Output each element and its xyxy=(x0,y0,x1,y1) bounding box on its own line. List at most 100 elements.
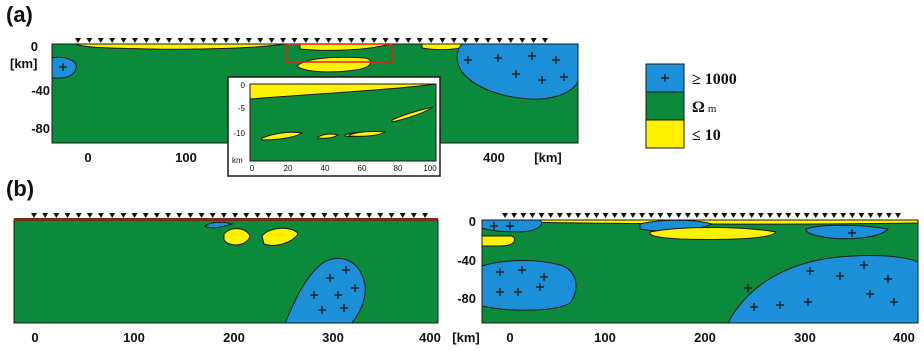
station-marker xyxy=(257,38,264,43)
station-marker xyxy=(794,213,801,218)
station-marker xyxy=(86,213,93,218)
station-marker xyxy=(332,213,339,218)
station-marker xyxy=(831,213,838,218)
station-marker xyxy=(776,213,783,218)
panel-b-label: (b) xyxy=(6,176,34,201)
station-marker xyxy=(131,38,138,43)
station-marker xyxy=(209,213,216,218)
station-marker xyxy=(399,213,406,218)
resistive-body xyxy=(51,56,77,79)
plus-markers xyxy=(59,52,568,84)
station-marker xyxy=(876,213,883,218)
svg-text:20: 20 xyxy=(284,164,293,173)
station-markers xyxy=(502,213,901,218)
station-marker xyxy=(519,38,526,43)
station-marker xyxy=(243,213,250,218)
station-marker xyxy=(325,38,332,43)
station-marker xyxy=(366,213,373,218)
station-marker xyxy=(620,213,627,218)
svg-text:40: 40 xyxy=(321,164,330,173)
station-marker xyxy=(867,213,874,218)
station-marker xyxy=(858,213,865,218)
station-marker xyxy=(496,38,503,43)
station-marker xyxy=(287,213,294,218)
svg-text:100: 100 xyxy=(123,330,145,345)
panel-b-left-xaxis: 0 100 200 300 400 xyxy=(31,330,440,345)
station-marker xyxy=(393,38,400,43)
inset-panel: 0 -5 -10 km 0 20 40 60 80 100 xyxy=(227,76,441,177)
svg-text:300: 300 xyxy=(794,330,816,345)
panel-b-right-section xyxy=(481,219,919,324)
station-marker xyxy=(188,38,195,43)
station-marker xyxy=(142,213,149,218)
station-marker xyxy=(584,213,591,218)
station-marker xyxy=(721,213,728,218)
conductive-body xyxy=(296,56,372,73)
station-marker xyxy=(75,213,82,218)
station-marker xyxy=(302,38,309,43)
legend-low-swatch xyxy=(645,119,685,149)
station-marker xyxy=(405,38,412,43)
station-marker xyxy=(64,213,71,218)
panel-b-right-xaxis: [km] 0 100 200 300 400 xyxy=(452,330,915,345)
station-marker xyxy=(97,38,104,43)
station-marker xyxy=(556,213,563,218)
svg-text:-40: -40 xyxy=(457,253,476,268)
panel-b-right-yaxis: 0 -40 -80 xyxy=(457,214,476,306)
svg-text:-5: -5 xyxy=(238,104,246,113)
svg-text:200: 200 xyxy=(694,330,716,345)
conductive-layer xyxy=(74,43,286,50)
inset-conductive-layer xyxy=(249,83,437,100)
svg-text:200: 200 xyxy=(223,330,245,345)
station-marker xyxy=(666,213,673,218)
svg-text:100: 100 xyxy=(423,164,437,173)
station-marker xyxy=(485,38,492,43)
station-marker xyxy=(254,213,261,218)
station-marker xyxy=(507,38,514,43)
station-marker xyxy=(165,213,172,218)
station-marker xyxy=(602,213,609,218)
panel-a-xaxis: 0 100 400 [km] xyxy=(84,150,561,165)
station-marker xyxy=(703,213,710,218)
station-marker xyxy=(371,38,378,43)
station-marker xyxy=(176,213,183,218)
station-marker xyxy=(712,213,719,218)
station-marker xyxy=(359,38,366,43)
station-marker xyxy=(693,213,700,218)
station-marker xyxy=(153,213,160,218)
station-marker xyxy=(343,213,350,218)
station-marker xyxy=(520,213,527,218)
station-marker xyxy=(428,38,435,43)
svg-text:100: 100 xyxy=(594,330,616,345)
panel-a-yaxis: 0 [km] -40 -80 xyxy=(10,39,50,136)
station-marker xyxy=(565,213,572,218)
svg-text:0: 0 xyxy=(506,330,513,345)
station-marker xyxy=(757,213,764,218)
station-marker xyxy=(31,213,37,218)
zoom-box xyxy=(285,43,393,63)
station-marker xyxy=(388,213,395,218)
station-marker xyxy=(530,38,537,43)
station-marker xyxy=(639,213,646,218)
svg-text:80: 80 xyxy=(394,164,403,173)
station-marker xyxy=(211,38,218,43)
plus-icon xyxy=(661,74,669,82)
station-marker xyxy=(538,213,545,218)
station-marker xyxy=(821,213,828,218)
station-marker xyxy=(314,38,321,43)
station-marker xyxy=(422,213,428,218)
station-marker xyxy=(803,213,810,218)
station-markers xyxy=(31,213,428,218)
conductive-body xyxy=(223,228,251,246)
station-marker xyxy=(785,213,792,218)
station-marker xyxy=(812,213,819,218)
station-marker xyxy=(177,38,184,43)
panel-a-xtick: 400 xyxy=(483,150,505,165)
legend-mid-swatch xyxy=(645,91,685,121)
station-marker xyxy=(593,213,600,218)
station-marker xyxy=(321,213,328,218)
station-marker xyxy=(198,213,205,218)
station-marker xyxy=(354,213,361,218)
plus-markers xyxy=(310,266,359,314)
station-marker xyxy=(120,38,127,43)
